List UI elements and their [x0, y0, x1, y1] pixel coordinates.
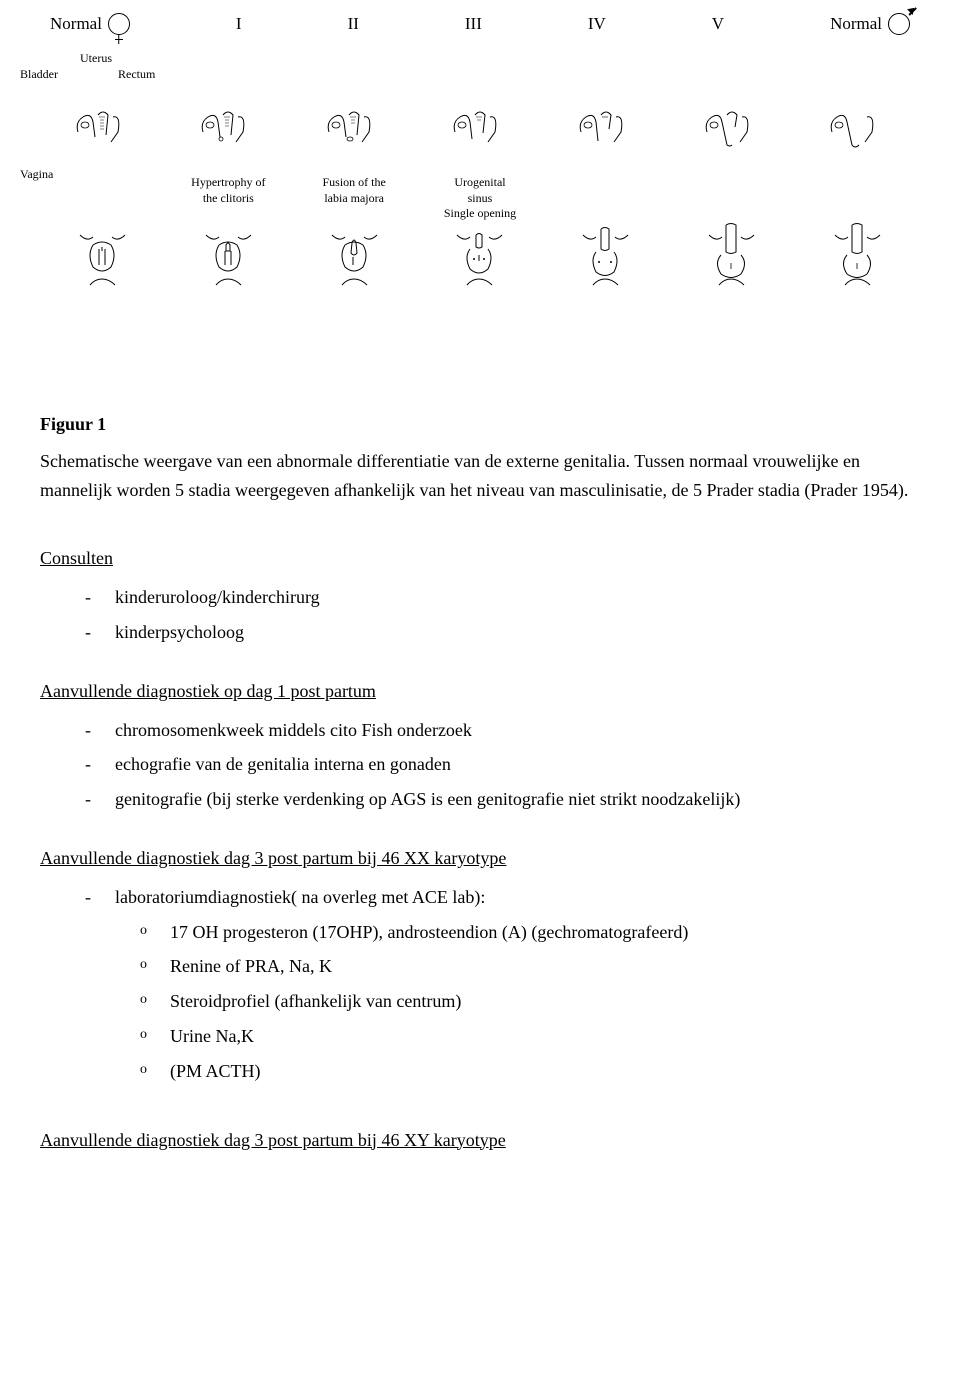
figure-caption: Schematische weergave van een abnormale …: [40, 447, 920, 505]
external-sketch-3: [422, 227, 537, 282]
internal-sketch-normal-m: [800, 97, 915, 167]
external-sketch-5: [674, 227, 789, 282]
list-item: kinderuroloog/kinderchirurg: [85, 583, 920, 612]
external-anatomy-row: [40, 227, 920, 282]
caption-hypertrophy: Hypertrophy of the clitoris: [171, 175, 286, 206]
header-stage-5: V: [712, 10, 724, 37]
external-sketch-4: [548, 227, 663, 282]
header-stage-4: IV: [588, 10, 606, 37]
internal-sketch-3: [422, 97, 537, 167]
list-item: laboratoriumdiagnostiek( na overleg met …: [85, 883, 920, 912]
dag1-heading: Aanvullende diagnostiek op dag 1 post pa…: [40, 677, 920, 706]
list-item: kinderpsycholoog: [85, 618, 920, 647]
list-item: echografie van de genitalia interna en g…: [85, 750, 920, 779]
caption-line: Fusion of the: [297, 175, 412, 191]
list-subitem: Steroidprofiel (afhankelijk van centrum): [140, 987, 920, 1016]
caption-line: Hypertrophy of: [171, 175, 286, 191]
header-label: Normal: [50, 10, 102, 37]
internal-sketch-2: [297, 97, 412, 167]
external-sketch-normal-f: [45, 227, 160, 282]
caption-fusion: Fusion of the labia majora: [297, 175, 412, 206]
header-normal-female: Normal: [50, 10, 130, 37]
list-item: chromosomenkweek middels cito Fish onder…: [85, 716, 920, 745]
dag3xx-list: laboratoriumdiagnostiek( na overleg met …: [40, 883, 920, 1086]
dag1-list: chromosomenkweek middels cito Fish onder…: [40, 716, 920, 814]
list-subitem: Renine of PRA, Na, K: [140, 952, 920, 981]
header-stage-3: III: [465, 10, 482, 37]
internal-sketch-normal-f: [45, 97, 160, 167]
caption-line: Single opening: [422, 206, 537, 222]
caption-line: sinus: [422, 191, 537, 207]
dag3xx-heading: Aanvullende diagnostiek dag 3 post partu…: [40, 844, 920, 873]
internal-sketch-1: [171, 97, 286, 167]
caption-line: the clitoris: [171, 191, 286, 207]
diagram-header-row: Normal I II III IV V Normal: [40, 10, 920, 37]
prader-stages-diagram: Normal I II III IV V Normal Bladder Uter…: [40, 10, 920, 360]
header-label: Normal: [830, 10, 882, 37]
dag3xy-heading: Aanvullende diagnostiek dag 3 post partu…: [40, 1126, 920, 1155]
consulten-list: kinderuroloog/kinderchirurg kinderpsycho…: [40, 583, 920, 647]
caption-line: Urogenital: [422, 175, 537, 191]
dag3xx-sublist: 17 OH progesteron (17OHP), androsteendio…: [85, 918, 920, 1086]
female-symbol-icon: [108, 13, 130, 35]
figure-title: Figuur 1: [40, 410, 920, 439]
vagina-label: Vagina: [20, 165, 53, 184]
header-normal-male: Normal: [830, 10, 910, 37]
external-sketch-2: [297, 227, 412, 282]
organ-labels: Bladder Uterus Rectum: [40, 37, 920, 62]
internal-sketch-4: [548, 97, 663, 167]
external-sketch-normal-m: [800, 227, 915, 282]
header-stage-2: II: [348, 10, 359, 37]
external-sketch-1: [171, 227, 286, 282]
internal-anatomy-row: [40, 97, 920, 167]
list-item: genitografie (bij sterke verdenking op A…: [85, 785, 920, 814]
male-symbol-icon: [888, 13, 910, 35]
uterus-label: Uterus: [80, 49, 112, 68]
caption-line: labia majora: [297, 191, 412, 207]
list-subitem: Urine Na,K: [140, 1022, 920, 1051]
caption-urogenital: Urogenital sinus Single opening: [422, 175, 537, 222]
internal-sketch-5: [674, 97, 789, 167]
header-stage-1: I: [236, 10, 242, 37]
bladder-label: Bladder: [20, 65, 58, 84]
rectum-label: Rectum: [118, 65, 155, 84]
list-subitem: (PM ACTH): [140, 1057, 920, 1086]
list-subitem: 17 OH progesteron (17OHP), androsteendio…: [140, 918, 920, 947]
internal-captions-row: Hypertrophy of the clitoris Fusion of th…: [40, 167, 920, 222]
consulten-heading: Consulten: [40, 544, 920, 573]
